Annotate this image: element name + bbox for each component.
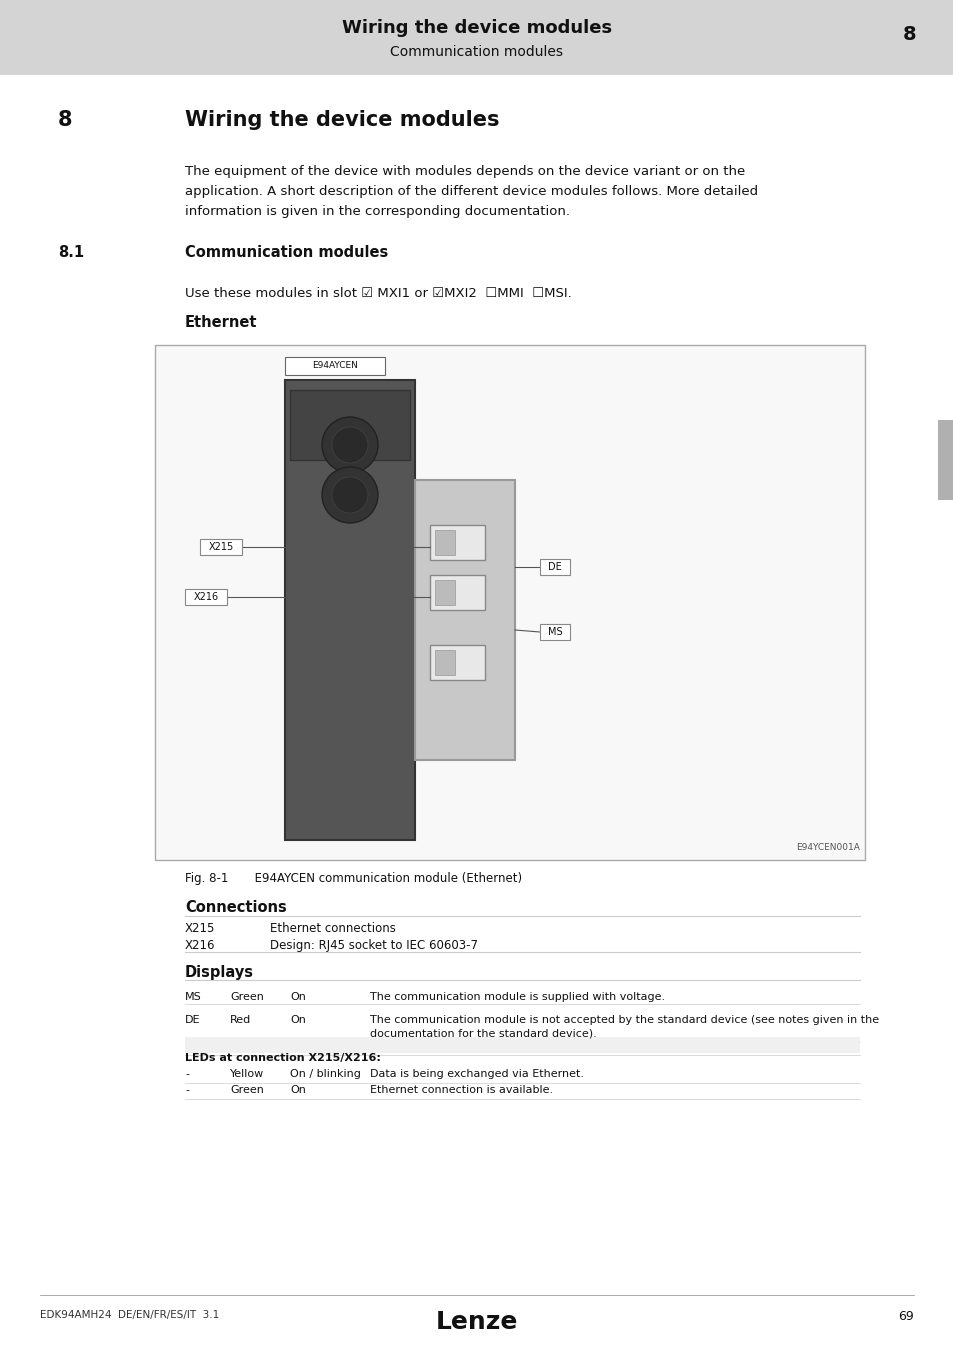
Text: Green: Green xyxy=(230,992,264,1002)
Text: Connections: Connections xyxy=(185,900,287,915)
Bar xyxy=(435,649,455,675)
Text: information is given in the corresponding documentation.: information is given in the correspondin… xyxy=(185,205,569,217)
Circle shape xyxy=(322,417,377,472)
Circle shape xyxy=(332,477,368,513)
Bar xyxy=(430,645,484,680)
Bar xyxy=(430,575,484,610)
Text: EDK94AMH24  DE/EN/FR/ES/IT  3.1: EDK94AMH24 DE/EN/FR/ES/IT 3.1 xyxy=(40,1310,219,1320)
Text: On: On xyxy=(290,992,306,1002)
Bar xyxy=(539,559,569,575)
Circle shape xyxy=(332,427,368,463)
Text: documentation for the standard device).: documentation for the standard device). xyxy=(370,1027,597,1038)
Text: X216: X216 xyxy=(185,940,215,952)
Text: On: On xyxy=(290,1085,306,1095)
Text: The communication module is not accepted by the standard device (see notes given: The communication module is not accepted… xyxy=(370,1015,879,1025)
Text: Fig. 8-1       E94AYCEN communication module (Ethernet): Fig. 8-1 E94AYCEN communication module (… xyxy=(185,872,521,886)
Text: LEDs at connection X215/X216:: LEDs at connection X215/X216: xyxy=(185,1053,380,1062)
Text: Displays: Displays xyxy=(185,965,253,980)
Text: 8: 8 xyxy=(58,109,72,130)
Text: Communication modules: Communication modules xyxy=(390,45,563,59)
Text: Green: Green xyxy=(230,1085,264,1095)
Text: Red: Red xyxy=(230,1015,251,1025)
Text: MS: MS xyxy=(547,626,561,637)
Text: Ethernet connections: Ethernet connections xyxy=(270,922,395,936)
Text: X216: X216 xyxy=(193,593,218,602)
Text: 69: 69 xyxy=(898,1310,913,1323)
Bar xyxy=(435,531,455,555)
Text: MS: MS xyxy=(185,992,201,1002)
Bar xyxy=(185,1037,859,1053)
Text: X215: X215 xyxy=(208,541,233,552)
Text: On / blinking: On / blinking xyxy=(290,1069,360,1079)
Bar xyxy=(430,525,484,560)
Text: E94YCEN001A: E94YCEN001A xyxy=(796,842,859,852)
Text: Lenze: Lenze xyxy=(436,1310,517,1334)
Text: DE: DE xyxy=(548,562,561,572)
Bar xyxy=(0,0,953,76)
Bar xyxy=(285,379,415,840)
Text: On: On xyxy=(290,1015,306,1025)
Circle shape xyxy=(322,467,377,522)
Text: Ethernet connection is available.: Ethernet connection is available. xyxy=(370,1085,553,1095)
Text: Design: RJ45 socket to IEC 60603-7: Design: RJ45 socket to IEC 60603-7 xyxy=(270,940,477,952)
Bar xyxy=(435,580,455,605)
Text: Yellow: Yellow xyxy=(230,1069,264,1079)
Text: application. A short description of the different device modules follows. More d: application. A short description of the … xyxy=(185,185,758,198)
Text: Data is being exchanged via Ethernet.: Data is being exchanged via Ethernet. xyxy=(370,1069,583,1079)
Bar xyxy=(154,346,864,860)
Text: Use these modules in slot ☑ MXI1 or ☑MXI2  ☐MMI  ☐MSI.: Use these modules in slot ☑ MXI1 or ☑MXI… xyxy=(185,288,571,300)
Text: Wiring the device modules: Wiring the device modules xyxy=(341,19,612,36)
Text: DE: DE xyxy=(185,1015,200,1025)
Text: Ethernet: Ethernet xyxy=(185,315,257,329)
Bar xyxy=(290,390,410,460)
Text: The communication module is supplied with voltage.: The communication module is supplied wit… xyxy=(370,992,664,1002)
Text: -: - xyxy=(185,1085,189,1095)
Bar xyxy=(285,356,385,375)
Text: E94AYCEN: E94AYCEN xyxy=(312,362,357,370)
Bar xyxy=(185,589,227,605)
Text: Wiring the device modules: Wiring the device modules xyxy=(185,109,499,130)
Bar xyxy=(415,481,515,760)
Bar xyxy=(937,420,953,500)
Bar xyxy=(539,624,569,640)
Text: -: - xyxy=(185,1069,189,1079)
Text: Communication modules: Communication modules xyxy=(185,244,388,261)
Text: The equipment of the device with modules depends on the device variant or on the: The equipment of the device with modules… xyxy=(185,165,744,178)
Text: 8: 8 xyxy=(902,26,916,45)
Bar xyxy=(200,539,242,555)
Text: 8.1: 8.1 xyxy=(58,244,84,261)
Text: X215: X215 xyxy=(185,922,215,936)
